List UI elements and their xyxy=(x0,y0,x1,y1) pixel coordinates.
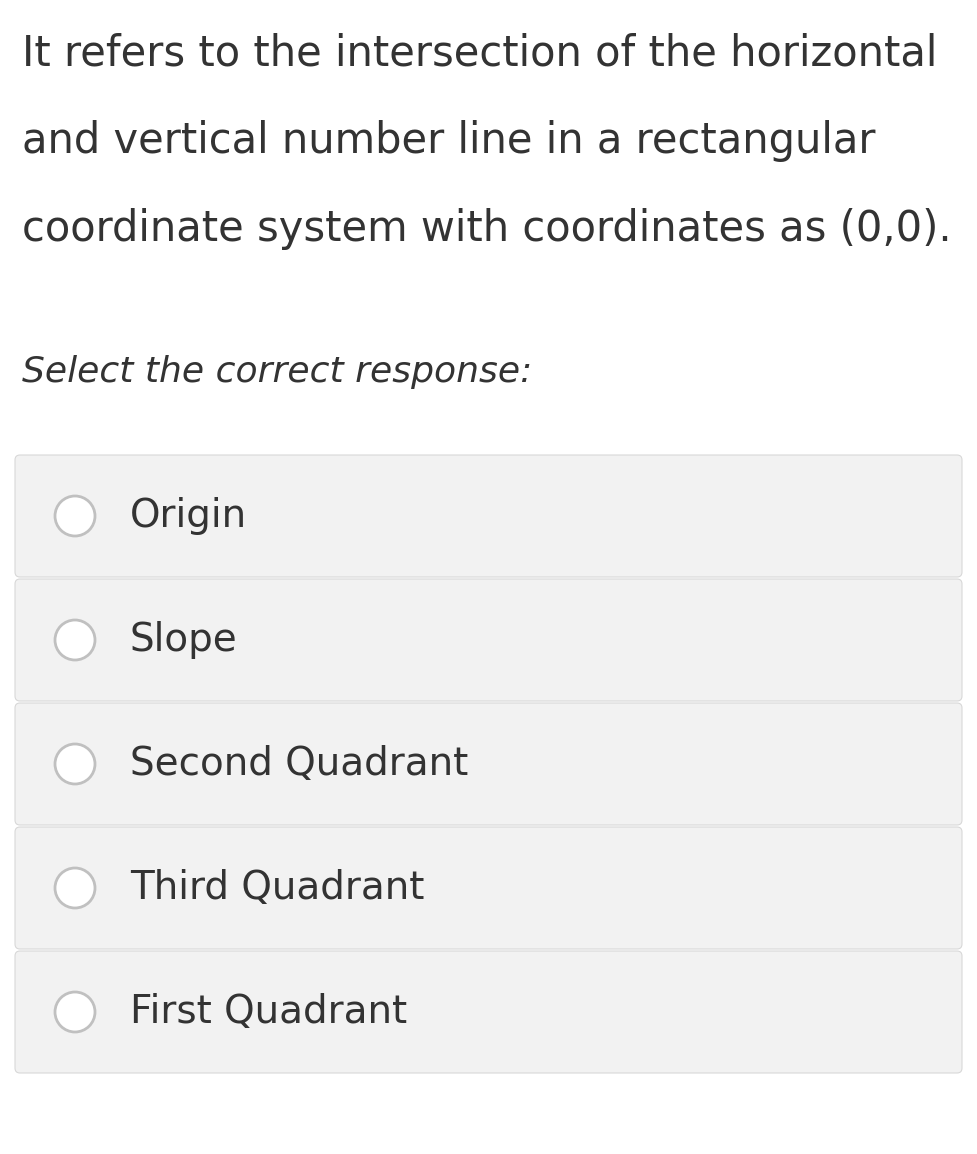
Text: and vertical number line in a rectangular: and vertical number line in a rectangula… xyxy=(22,120,875,162)
Circle shape xyxy=(55,992,95,1032)
Text: Slope: Slope xyxy=(130,621,237,659)
Circle shape xyxy=(55,744,95,784)
Text: First Quadrant: First Quadrant xyxy=(130,992,407,1031)
Circle shape xyxy=(55,868,95,908)
FancyBboxPatch shape xyxy=(15,951,962,1073)
Text: Third Quadrant: Third Quadrant xyxy=(130,869,424,907)
Text: Select the correct response:: Select the correct response: xyxy=(22,355,532,389)
Text: It refers to the intersection of the horizontal: It refers to the intersection of the hor… xyxy=(22,32,937,74)
Circle shape xyxy=(55,620,95,660)
FancyBboxPatch shape xyxy=(15,703,962,825)
Text: coordinate system with coordinates as (0,0).: coordinate system with coordinates as (0… xyxy=(22,208,952,250)
Circle shape xyxy=(55,496,95,535)
FancyBboxPatch shape xyxy=(15,579,962,700)
FancyBboxPatch shape xyxy=(15,455,962,577)
Text: Origin: Origin xyxy=(130,497,247,535)
FancyBboxPatch shape xyxy=(15,827,962,949)
Text: Second Quadrant: Second Quadrant xyxy=(130,745,468,784)
